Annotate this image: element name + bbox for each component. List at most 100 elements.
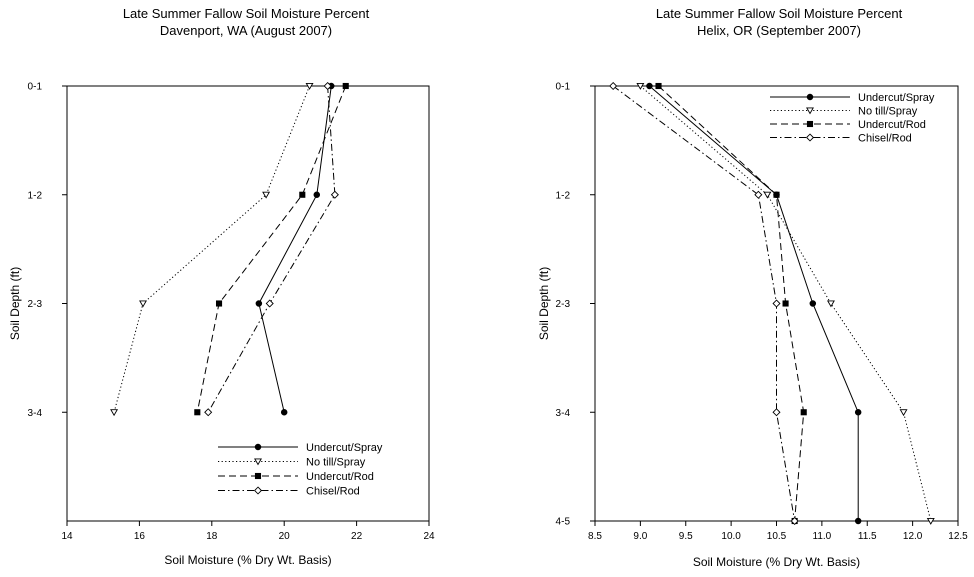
data-point — [763, 191, 772, 199]
data-point — [809, 300, 817, 307]
series-undercut-rod — [194, 82, 349, 416]
data-point — [265, 299, 274, 308]
data-point — [323, 81, 332, 91]
data-point — [754, 190, 763, 199]
data-point — [655, 82, 662, 90]
data-point — [782, 300, 789, 307]
x-tick-label: 11.0 — [813, 531, 832, 542]
y-tick-label: 1-2 — [556, 190, 571, 201]
series-line — [612, 85, 796, 522]
data-point — [772, 299, 781, 308]
chart-title: Late Summer Fallow Soil Moisture Percent — [123, 6, 370, 21]
series-no-till-spray — [110, 82, 314, 417]
chart-panel-1: Late Summer Fallow Soil Moisture Percent… — [8, 6, 435, 567]
data-point — [773, 191, 780, 198]
legend-label: No till/Spray — [858, 106, 918, 118]
data-point — [854, 517, 862, 525]
x-tick-label: 20 — [279, 531, 291, 542]
x-tick-label: 11.5 — [858, 531, 877, 542]
y-tick-label: 2-3 — [28, 299, 43, 310]
legend-marker — [806, 107, 814, 115]
legend-marker — [805, 133, 815, 142]
series-line — [113, 85, 310, 413]
data-point — [280, 409, 288, 416]
data-point — [255, 300, 263, 307]
data-point — [854, 409, 862, 416]
legend-marker — [254, 458, 262, 466]
legend-label: Chisel/Rod — [858, 133, 912, 145]
y-tick-label: 1-2 — [28, 190, 43, 201]
legend-label: Undercut/Rod — [858, 119, 926, 131]
x-tick-label: 12.5 — [948, 531, 968, 542]
y-axis-label: Soil Depth (ft) — [537, 267, 551, 340]
chart-subtitle: Helix, OR (September 2007) — [697, 23, 861, 38]
series-no-till-spray — [636, 82, 935, 525]
series-line — [640, 85, 932, 522]
data-point — [305, 82, 314, 90]
legend-label: Undercut/Rod — [306, 471, 374, 483]
series-chisel-rod — [609, 81, 799, 526]
x-tick-label: 24 — [423, 531, 435, 542]
data-point — [204, 408, 213, 417]
x-tick-label: 22 — [351, 531, 363, 542]
data-point — [313, 191, 321, 198]
x-tick-label: 18 — [206, 531, 218, 542]
chart-subtitle: Davenport, WA (August 2007) — [160, 23, 332, 38]
data-point — [646, 82, 653, 90]
series-chisel-rod — [204, 81, 339, 417]
data-point — [262, 191, 271, 199]
series-line — [258, 85, 332, 413]
legend-label: Chisel/Rod — [306, 486, 360, 498]
series-line — [649, 85, 859, 521]
data-point — [636, 82, 645, 90]
x-tick-label: 10.0 — [721, 531, 741, 542]
data-point — [215, 300, 223, 307]
x-tick-label: 9.0 — [633, 531, 647, 542]
series-line — [658, 85, 805, 522]
y-tick-label: 0-1 — [28, 82, 43, 93]
x-tick-label: 10.5 — [767, 531, 787, 542]
data-point — [139, 300, 147, 308]
legend-label: Undercut/Spray — [858, 92, 935, 104]
x-axis-label: Soil Moisture (% Dry Wt. Basis) — [164, 553, 331, 567]
legend-marker — [253, 486, 263, 495]
x-tick-label: 8.5 — [588, 531, 602, 542]
y-tick-label: 3-4 — [28, 408, 43, 419]
chart-panel-2: Late Summer Fallow Soil Moisture Percent… — [537, 6, 968, 569]
legend-marker — [254, 443, 262, 451]
data-point — [800, 409, 807, 416]
chart-title: Late Summer Fallow Soil Moisture Percent — [656, 6, 903, 21]
x-tick-label: 9.5 — [679, 531, 693, 542]
series-undercut-spray — [255, 82, 335, 416]
data-point — [110, 409, 119, 417]
y-axis-label: Soil Depth (ft) — [8, 267, 22, 340]
legend-label: Undercut/Spray — [306, 442, 383, 454]
legend-marker — [806, 93, 814, 101]
series-line — [196, 85, 347, 413]
x-axis-label: Soil Moisture (% Dry Wt. Basis) — [693, 555, 860, 569]
data-point — [926, 517, 935, 525]
legend-label: No till/Spray — [306, 457, 366, 469]
data-point — [194, 409, 201, 416]
y-tick-label: 0-1 — [556, 82, 571, 93]
legend: Undercut/Spray No till/Spray Undercut/Rod C… — [218, 442, 383, 498]
data-point — [609, 81, 618, 91]
data-point — [790, 516, 799, 526]
data-point — [772, 408, 781, 417]
legend-marker — [254, 472, 262, 480]
x-tick-label: 14 — [61, 531, 73, 542]
x-tick-label: 12.0 — [903, 531, 923, 542]
y-tick-label: 3-4 — [556, 408, 571, 419]
data-point — [826, 300, 835, 308]
data-point — [899, 409, 908, 417]
legend-marker — [806, 120, 814, 128]
x-tick-label: 16 — [134, 531, 146, 542]
plot-area-frame — [66, 85, 430, 522]
y-tick-label: 2-3 — [556, 299, 571, 310]
y-tick-label: 4-5 — [556, 517, 571, 528]
data-point — [330, 190, 339, 199]
data-point — [299, 191, 306, 198]
data-point — [342, 82, 349, 90]
series-line — [207, 85, 336, 413]
